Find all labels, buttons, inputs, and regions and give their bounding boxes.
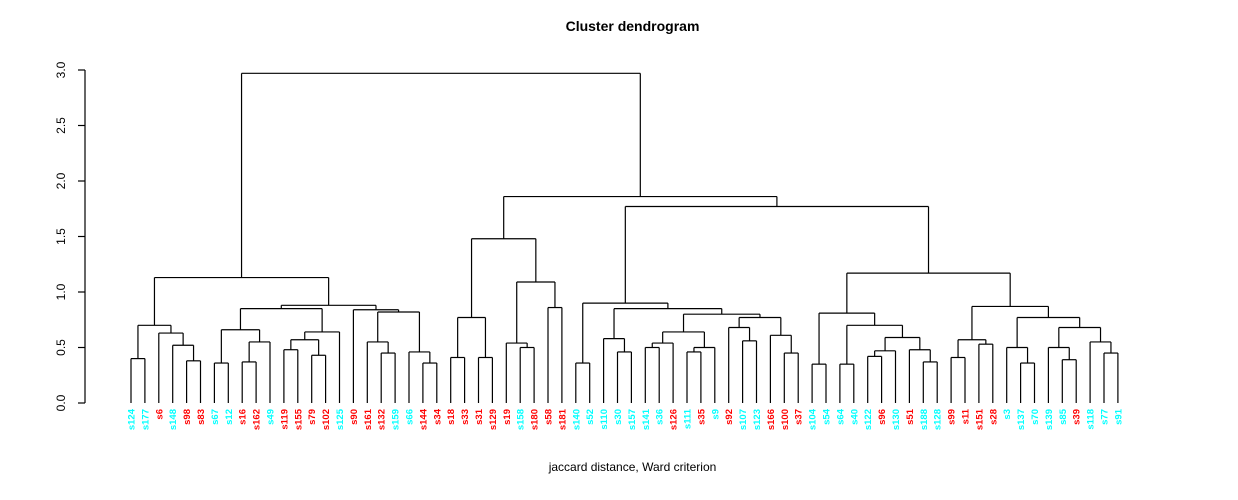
leaf-label: s66 bbox=[405, 409, 416, 425]
leaf-label: s110 bbox=[599, 409, 610, 430]
leaf-label: s33 bbox=[460, 409, 471, 425]
leaf-label: s58 bbox=[544, 409, 555, 425]
y-tick-label: 0.5 bbox=[54, 339, 68, 356]
leaf-label: s90 bbox=[349, 409, 360, 425]
leaf-label: s49 bbox=[266, 409, 277, 425]
leaf-label: s92 bbox=[724, 409, 735, 425]
leaf-label: s12 bbox=[224, 409, 235, 425]
leaf-label: s188 bbox=[919, 409, 930, 430]
leaf-label: s151 bbox=[974, 408, 985, 430]
leaf-label: s148 bbox=[168, 409, 179, 430]
leaf-label: s3 bbox=[1002, 409, 1013, 420]
leaf-label: s140 bbox=[571, 409, 582, 430]
leaf-label: s155 bbox=[293, 408, 304, 430]
leaf-label: s158 bbox=[516, 409, 527, 430]
leaf-label: s40 bbox=[849, 409, 860, 425]
chart-title: Cluster dendrogram bbox=[565, 18, 700, 34]
leaf-label: s118 bbox=[1086, 409, 1097, 430]
leaf-label: s91 bbox=[1113, 408, 1124, 425]
leaf-label: s181 bbox=[557, 408, 568, 430]
leaf-label: s54 bbox=[822, 408, 833, 425]
leaf-label: s70 bbox=[1030, 409, 1041, 425]
leaf-label: s100 bbox=[780, 409, 791, 430]
y-tick-label: 0.0 bbox=[54, 394, 68, 411]
leaf-label: s79 bbox=[307, 409, 318, 425]
leaf-label: s132 bbox=[377, 409, 388, 430]
y-tick-label: 2.5 bbox=[54, 117, 68, 134]
y-axis: 0.0 0.5 1.0 1.5 2.0 2.5 3.0 bbox=[54, 61, 86, 411]
leaf-label: s37 bbox=[794, 409, 805, 425]
leaf-label: s64 bbox=[835, 408, 846, 425]
leaf-label: s144 bbox=[418, 408, 429, 430]
leaf-label: s18 bbox=[446, 409, 457, 425]
leaf-label: s130 bbox=[891, 409, 902, 430]
leaf-label: s139 bbox=[1044, 409, 1055, 430]
leaf-label: s35 bbox=[696, 408, 707, 425]
leaf-label: s51 bbox=[905, 408, 916, 425]
leaf-label: s111 bbox=[683, 408, 694, 429]
leaf-label: s123 bbox=[752, 409, 763, 430]
leaf-label: s122 bbox=[863, 409, 874, 430]
leaf-label: s161 bbox=[363, 408, 374, 430]
y-tick-label: 3.0 bbox=[54, 61, 68, 78]
chart-caption: jaccard distance, Ward criterion bbox=[548, 460, 717, 474]
leaf-label: s157 bbox=[627, 409, 638, 430]
leaf-label: s129 bbox=[488, 409, 499, 430]
leaf-label: s67 bbox=[210, 409, 221, 425]
leaf-labels: s124 s177 s6 s148 s98 s83 s67 s12 s16 s162 s49 s119… bbox=[127, 408, 1125, 430]
leaf-label: s6 bbox=[154, 409, 165, 420]
leaf-label: s126 bbox=[669, 409, 680, 430]
leaf-label: s31 bbox=[474, 408, 485, 425]
leaf-label: s83 bbox=[196, 409, 207, 425]
leaf-label: s77 bbox=[1100, 409, 1111, 425]
leaf-label: s11 bbox=[961, 408, 972, 424]
leaf-label: s162 bbox=[252, 409, 263, 430]
leaf-label: s19 bbox=[502, 409, 513, 425]
leaf-label: s119 bbox=[279, 409, 290, 430]
leaf-label: s30 bbox=[613, 409, 624, 425]
y-tick-label: 2.0 bbox=[54, 172, 68, 189]
y-tick-label: 1.5 bbox=[54, 228, 68, 245]
leaf-label: s36 bbox=[655, 409, 666, 425]
leaf-label: s159 bbox=[391, 409, 402, 430]
leaf-label: s180 bbox=[530, 409, 541, 430]
leaf-label: s96 bbox=[877, 409, 888, 425]
leaf-label: s124 bbox=[127, 408, 138, 430]
leaf-label: s85 bbox=[1058, 408, 1069, 425]
leaf-label: s166 bbox=[766, 409, 777, 430]
leaf-label: s39 bbox=[1072, 409, 1083, 425]
leaf-label: s16 bbox=[238, 409, 249, 425]
y-tick-label: 1.0 bbox=[54, 283, 68, 300]
leaf-label: s28 bbox=[988, 409, 999, 425]
leaf-label: s102 bbox=[321, 409, 332, 430]
leaf-label: s125 bbox=[335, 408, 346, 430]
leaf-label: s128 bbox=[933, 409, 944, 430]
dendrogram-tree bbox=[130, 72, 1119, 403]
leaf-label: s107 bbox=[738, 409, 749, 430]
leaf-label: s104 bbox=[808, 408, 819, 430]
leaf-label: s177 bbox=[140, 409, 151, 430]
leaf-label: s52 bbox=[585, 409, 596, 425]
leaf-label: s99 bbox=[947, 409, 958, 425]
leaf-label: s9 bbox=[710, 409, 721, 420]
leaf-label: s34 bbox=[432, 408, 443, 425]
leaf-label: s141 bbox=[641, 408, 652, 430]
leaf-label: s98 bbox=[182, 409, 193, 425]
leaf-label: s137 bbox=[1016, 409, 1027, 430]
